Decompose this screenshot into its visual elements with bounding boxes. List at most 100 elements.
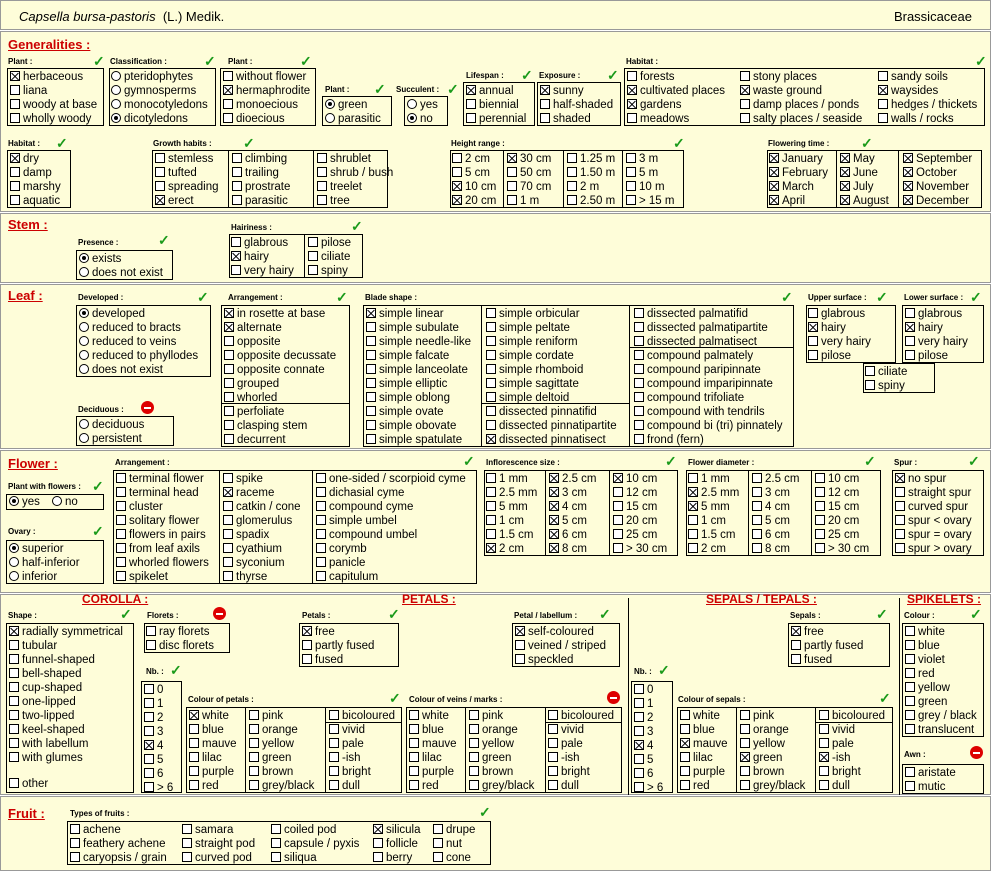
inflorescence-option[interactable]: 15 cm xyxy=(613,500,657,514)
checkbox[interactable] xyxy=(815,515,825,525)
checkbox[interactable] xyxy=(232,153,242,163)
colour-sepals-option[interactable]: blue xyxy=(680,723,715,737)
checkbox[interactable] xyxy=(815,501,825,511)
flower-arrangement-option[interactable]: solitary flower xyxy=(116,514,199,528)
flower-arrangement-option[interactable]: whorled flowers xyxy=(116,556,209,570)
habitat1-option[interactable]: meadows xyxy=(627,112,689,126)
classification-option[interactable]: dicotyledons xyxy=(111,112,188,126)
lower-option[interactable]: very hairy xyxy=(905,335,968,349)
radio-button[interactable] xyxy=(111,71,121,81)
colour-veins-option[interactable]: green xyxy=(469,751,511,765)
checkbox[interactable] xyxy=(903,195,913,205)
growth-option[interactable]: erect xyxy=(155,194,194,208)
flowering-option[interactable]: April xyxy=(769,194,805,208)
colour-sepals-option[interactable]: brown xyxy=(740,765,784,779)
developed-option[interactable]: developed xyxy=(79,307,145,321)
checkbox[interactable] xyxy=(249,780,259,790)
checkbox[interactable] xyxy=(740,71,750,81)
checkbox[interactable] xyxy=(144,698,154,708)
classification-option[interactable]: pteridophytes xyxy=(111,70,193,84)
checkbox[interactable] xyxy=(9,710,19,720)
blade-option[interactable]: dissected pinnatisect xyxy=(486,433,606,447)
checkbox[interactable] xyxy=(688,515,698,525)
presence-option[interactable]: does not exist xyxy=(79,266,163,280)
checkbox[interactable] xyxy=(486,515,496,525)
height-option[interactable]: 1 m xyxy=(507,194,539,208)
checkbox[interactable] xyxy=(116,543,126,553)
checkbox[interactable] xyxy=(10,195,20,205)
fruits-option[interactable]: coiled pod xyxy=(271,823,336,837)
checkbox[interactable] xyxy=(116,501,126,511)
fruits-option[interactable]: capsule / pyxis xyxy=(271,837,359,851)
flower-diameter-option[interactable]: 5 mm xyxy=(688,500,730,514)
checkbox[interactable] xyxy=(10,85,20,95)
nb1-option[interactable]: 2 xyxy=(144,711,163,725)
checkbox[interactable] xyxy=(144,712,154,722)
checkbox[interactable] xyxy=(680,752,690,762)
checkbox[interactable] xyxy=(223,557,233,567)
plant2-option[interactable]: dioecious xyxy=(223,112,285,126)
checkbox[interactable] xyxy=(791,654,801,664)
checkbox[interactable] xyxy=(819,752,829,762)
checkbox[interactable] xyxy=(634,698,644,708)
checkbox[interactable] xyxy=(634,712,644,722)
radio-button[interactable] xyxy=(79,364,89,374)
exposure-option[interactable]: half-shaded xyxy=(540,98,613,112)
colour-veins-option[interactable]: purple xyxy=(409,765,454,779)
checkbox[interactable] xyxy=(626,195,636,205)
petal-labellum-option[interactable]: speckled xyxy=(515,653,573,667)
checkbox[interactable] xyxy=(808,336,818,346)
checkbox[interactable] xyxy=(231,237,241,247)
checkbox[interactable] xyxy=(223,543,233,553)
upper-option[interactable]: hairy xyxy=(808,321,846,335)
checkbox[interactable] xyxy=(10,113,20,123)
flower-diameter-option[interactable]: 1.5 cm xyxy=(688,528,736,542)
checkbox[interactable] xyxy=(905,781,915,791)
checkbox[interactable] xyxy=(626,153,636,163)
checkbox[interactable] xyxy=(409,752,419,762)
blade-option[interactable]: dissected palmatifid xyxy=(634,307,748,321)
hairiness-option[interactable]: glabrous xyxy=(231,236,288,250)
checkbox[interactable] xyxy=(567,153,577,163)
checkbox[interactable] xyxy=(223,487,233,497)
checkbox[interactable] xyxy=(466,113,476,123)
flower-arrangement-option[interactable]: cyathium xyxy=(223,542,282,556)
height-option[interactable]: 2 m xyxy=(567,180,599,194)
checkbox[interactable] xyxy=(567,195,577,205)
checkbox[interactable] xyxy=(366,308,376,318)
growth-option[interactable]: treelet xyxy=(317,180,362,194)
arrangement-option[interactable]: in rosette at base xyxy=(224,307,325,321)
blade-option[interactable]: simple lanceolate xyxy=(366,363,468,377)
height-option[interactable]: 5 m xyxy=(626,166,658,180)
growth-option[interactable]: tree xyxy=(317,194,350,208)
radio-button[interactable] xyxy=(79,253,89,263)
checkbox[interactable] xyxy=(549,543,559,553)
spikelet-colour-option[interactable]: red xyxy=(905,667,935,681)
nb2-option[interactable]: 0 xyxy=(634,683,653,697)
arrangement-option[interactable]: opposite connate xyxy=(224,363,325,377)
flower-arrangement-option[interactable]: glomerulus xyxy=(223,514,292,528)
blade-option[interactable]: simple oblong xyxy=(366,391,450,405)
upper-option[interactable]: pilose xyxy=(808,349,851,363)
inflorescence-option[interactable]: 20 cm xyxy=(613,514,657,528)
checkbox[interactable] xyxy=(329,752,339,762)
checkbox[interactable] xyxy=(740,752,750,762)
checkbox[interactable] xyxy=(613,487,623,497)
habitat1-option[interactable]: salty places / seaside xyxy=(740,112,862,126)
checkbox[interactable] xyxy=(116,473,126,483)
colour-veins-option[interactable]: dull xyxy=(548,779,579,793)
checkbox[interactable] xyxy=(740,766,750,776)
blade-option[interactable]: compound with tendrils xyxy=(634,405,765,419)
blade-option[interactable]: compound imparipinnate xyxy=(634,377,773,391)
flower-diameter-option[interactable]: 15 cm xyxy=(815,500,859,514)
shape-option[interactable]: bell-shaped xyxy=(9,667,81,681)
colour-veins-option[interactable]: lilac xyxy=(409,751,442,765)
checkbox[interactable] xyxy=(634,740,644,750)
plant-with-flowers-option[interactable]: yes xyxy=(9,495,40,509)
checkbox[interactable] xyxy=(329,738,339,748)
height-option[interactable]: 20 cm xyxy=(452,194,496,208)
checkbox[interactable] xyxy=(905,640,915,650)
arrangement-option[interactable]: opposite decussate xyxy=(224,349,336,363)
fruits-option[interactable]: siliqua xyxy=(271,851,317,865)
blade-option[interactable]: simple reniform xyxy=(486,335,578,349)
